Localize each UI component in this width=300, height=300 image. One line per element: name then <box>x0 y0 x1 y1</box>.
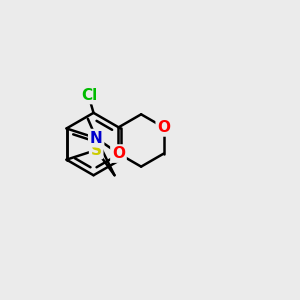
Text: O: O <box>157 120 170 135</box>
Text: N: N <box>90 130 103 146</box>
Text: O: O <box>112 146 125 161</box>
Text: S: S <box>91 142 102 158</box>
Text: Cl: Cl <box>81 88 97 103</box>
